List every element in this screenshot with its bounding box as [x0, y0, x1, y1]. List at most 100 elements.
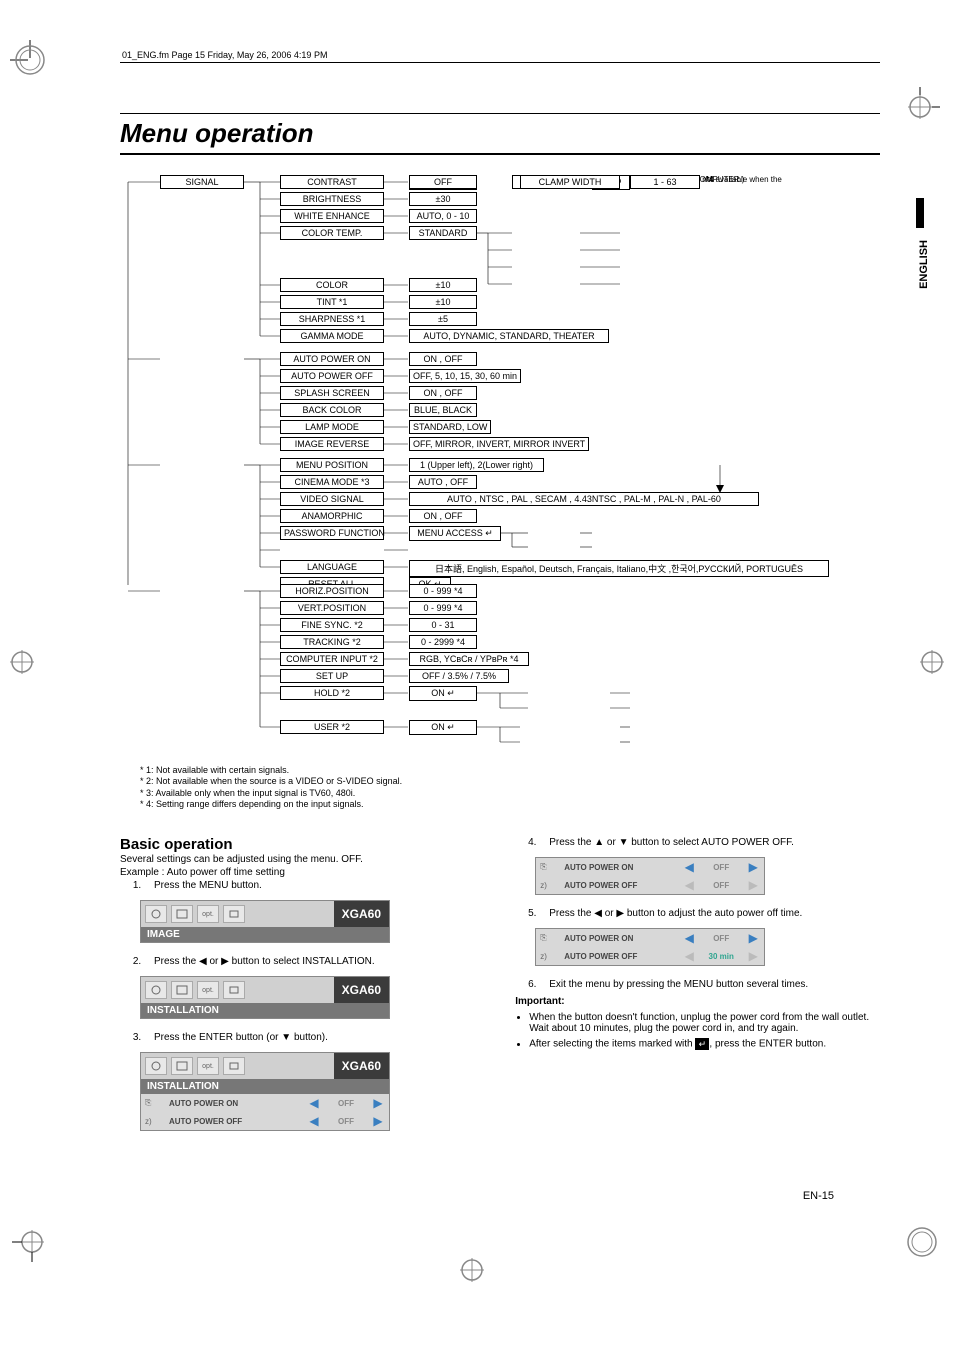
- page-number: EN-15: [803, 1190, 834, 1202]
- tree-val: ON , OFF: [409, 352, 477, 366]
- footnotes: * 1: Not available with certain signals.…: [140, 765, 880, 810]
- tree-val: ±10: [409, 295, 477, 309]
- important-heading: Important:: [515, 995, 880, 1008]
- sig-off: OFF: [409, 175, 477, 189]
- tree-item: PASSWORD FUNCTION: [280, 526, 384, 540]
- tree-item: IMAGE REVERSE: [280, 437, 384, 451]
- tree-val: ON , OFF: [409, 509, 477, 523]
- tree-val: ON ↵: [409, 686, 477, 701]
- tree-val: ±5: [409, 312, 477, 326]
- step3: Press the ENTER button (or ▼ button).: [144, 1031, 485, 1044]
- regmark: [450, 1248, 494, 1292]
- regmark: [0, 640, 44, 684]
- tree-val: STANDARD: [409, 226, 477, 240]
- important-b2: After selecting the items marked with ↵,…: [529, 1038, 880, 1050]
- osd-3: opt. XGA60 INSTALLATION ⎘ AUTO POWER ON …: [140, 1052, 390, 1131]
- regmark: [10, 1220, 54, 1264]
- tree-item: LANGUAGE: [280, 560, 384, 574]
- tree-val: OFF, 5, 10, 15, 30, 60 min: [409, 369, 521, 383]
- fn3: * 3: Available only when the input signa…: [140, 788, 880, 799]
- tree-val: 1 (Upper left), 2(Lower right): [409, 458, 544, 472]
- step1: Press the MENU button.: [144, 879, 485, 892]
- side-tab-label: ENGLISH: [918, 240, 930, 289]
- tree-item: COMPUTER INPUT *2: [280, 652, 384, 666]
- tree-item: TRACKING *2: [280, 635, 384, 649]
- left-arrow-icon: ◀: [307, 1096, 321, 1110]
- menu-tree: IMAGE INSTALLATION FEATURE SIGNAL CONTRA…: [120, 175, 880, 755]
- tree-item: VIDEO SIGNAL: [280, 492, 384, 506]
- tree-item: COLOR TEMP.: [280, 226, 384, 240]
- tree-val: ON ↵: [409, 720, 477, 735]
- tree-val: 0 - 31: [409, 618, 477, 632]
- tree-val: BLUE, BLACK: [409, 403, 477, 417]
- clamp-w: CLAMP WIDTH: [520, 175, 620, 189]
- tree-item: GAMMA MODE: [280, 329, 384, 343]
- tree-item: HORIZ.POSITION: [280, 584, 384, 598]
- v163: 1 - 63: [630, 175, 700, 189]
- tree-item: AUTO POWER OFF: [280, 369, 384, 383]
- fm-line: 01_ENG.fm Page 15 Friday, May 26, 2006 4…: [120, 50, 880, 63]
- title-block: Menu operation: [120, 113, 880, 155]
- osd-icon: opt.: [197, 905, 219, 923]
- osd-1: opt. XGA60 IMAGE: [140, 900, 390, 943]
- fn2: * 2: Not available when the source is a …: [140, 776, 880, 787]
- tree-item: VERT.POSITION: [280, 601, 384, 615]
- tree-val: OFF, MIRROR, INVERT, MIRROR INVERT: [409, 437, 589, 451]
- tree-item: LAMP MODE: [280, 420, 384, 434]
- enter-icon: ↵: [695, 1038, 709, 1050]
- tree-item: WHITE ENHANCE: [280, 209, 384, 223]
- tree-val: ±30: [409, 192, 477, 206]
- tree-item: CINEMA MODE *3: [280, 475, 384, 489]
- basic-intro: Several settings can be adjusted using t…: [120, 853, 485, 866]
- tree-val: AUTO , OFF: [409, 475, 477, 489]
- tree-item: ANAMORPHIC: [280, 509, 384, 523]
- tree-item: MENU POSITION: [280, 458, 384, 472]
- tree-item: TINT *1: [280, 295, 384, 309]
- tree-item: USER *2: [280, 720, 384, 734]
- tree-val: AUTO , NTSC , PAL , SECAM , 4.43NTSC , P…: [409, 492, 759, 506]
- tree-val: STANDARD, LOW: [409, 420, 491, 434]
- tree-val: MENU ACCESS ↵: [409, 526, 501, 541]
- tree-item: AUTO POWER ON: [280, 352, 384, 366]
- osd-icon: [223, 905, 245, 923]
- osd-icon: [171, 905, 193, 923]
- tree-item: HOLD *2: [280, 686, 384, 700]
- tree-val: AUTO, DYNAMIC, STANDARD, THEATER: [409, 329, 609, 343]
- osd-5: ⎘ AUTO POWER ON ◀ OFF ▶ z) AUTO POWER OF…: [535, 928, 765, 966]
- basic-heading: Basic operation: [120, 836, 485, 853]
- regmark: [898, 85, 942, 129]
- basic-example: Example : Auto power off time setting: [120, 866, 485, 879]
- tree-val: AUTO, 0 - 10: [409, 209, 477, 223]
- tree-val: 日本語, English, Español, Deutsch, Français…: [409, 560, 829, 577]
- tree-val: 0 - 999 *4: [409, 584, 477, 598]
- side-tab: [916, 198, 924, 228]
- step2: Press the ◀ or ▶ button to select INSTAL…: [144, 955, 485, 968]
- tree-item: SET UP: [280, 669, 384, 683]
- tree-item: CONTRAST: [280, 175, 384, 189]
- tree-val: RGB, YCʙCʀ / YPʙPʀ *4: [409, 652, 529, 666]
- osd-2: opt. XGA60 INSTALLATION: [140, 976, 390, 1019]
- tree-item: SHARPNESS *1: [280, 312, 384, 326]
- tree-item: FINE SYNC. *2: [280, 618, 384, 632]
- osd-src: XGA60: [334, 901, 389, 927]
- tree-val: ON , OFF: [409, 386, 477, 400]
- tree-val: 0 - 999 *4: [409, 601, 477, 615]
- regmark: [910, 640, 954, 684]
- fn1: * 1: Not available with certain signals.: [140, 765, 880, 776]
- osd-tab-image: IMAGE: [141, 927, 389, 942]
- tree-val: OFF / 3.5% / 7.5%: [409, 669, 509, 683]
- tree-item: BRIGHTNESS: [280, 192, 384, 206]
- tree-val: 0 - 2999 *4: [409, 635, 477, 649]
- step6: Exit the menu by pressing the MENU butto…: [539, 978, 880, 991]
- tree-signal: SIGNAL: [160, 175, 244, 189]
- n4d: *4: [706, 175, 714, 184]
- tree-item: SPLASH SCREEN: [280, 386, 384, 400]
- right-arrow-icon: ▶: [371, 1096, 385, 1110]
- tree-item: BACK COLOR: [280, 403, 384, 417]
- osd-icon: [145, 905, 167, 923]
- tree-item: COLOR: [280, 278, 384, 292]
- regmark: [8, 38, 52, 82]
- step4: Press the ▲ or ▼ button to select AUTO P…: [539, 836, 880, 849]
- tree-val: ±10: [409, 278, 477, 292]
- step5: Press the ◀ or ▶ button to adjust the au…: [539, 907, 880, 920]
